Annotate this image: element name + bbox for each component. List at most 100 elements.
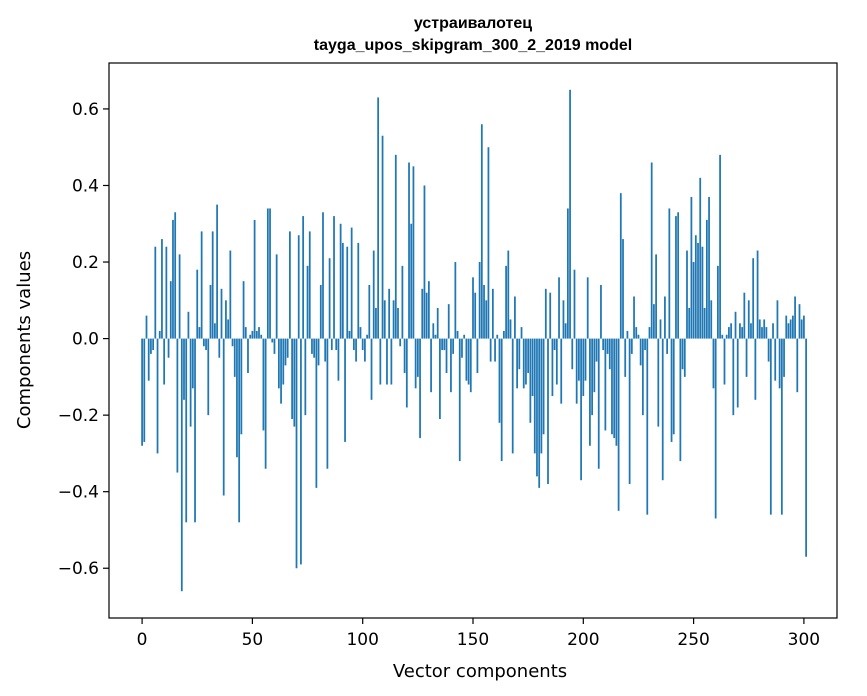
bar-289 <box>778 338 781 389</box>
bar-150 <box>472 277 474 339</box>
bar-18 <box>180 338 183 592</box>
bar-264 <box>723 338 726 385</box>
bar-58 <box>269 208 271 339</box>
bar-43 <box>236 338 238 458</box>
bar-250 <box>692 262 695 339</box>
bar-227 <box>641 338 644 416</box>
bar-4 <box>150 338 152 354</box>
bar-192 <box>564 323 567 339</box>
bar-288 <box>776 300 779 339</box>
bar-210 <box>604 338 607 431</box>
bar-167 <box>509 319 512 339</box>
bar-128 <box>423 185 426 339</box>
bar-88 <box>335 338 338 351</box>
bar-138 <box>445 338 448 374</box>
bar-92 <box>344 338 346 442</box>
bar-196 <box>573 269 576 339</box>
bar-271 <box>739 323 741 339</box>
bar-63 <box>280 338 282 404</box>
y-tick-label: −0.6 <box>58 559 99 579</box>
bar-6 <box>154 246 157 339</box>
bar-154 <box>480 124 483 339</box>
bar-21 <box>187 311 190 339</box>
bar-75 <box>306 265 309 339</box>
bar-235 <box>659 319 662 339</box>
bar-56 <box>264 338 267 469</box>
bar-159 <box>491 288 494 339</box>
bar-81 <box>319 285 322 339</box>
bar-133 <box>434 334 437 339</box>
bar-298 <box>798 304 801 339</box>
bar-285 <box>769 338 772 515</box>
bar-161 <box>496 334 499 339</box>
bar-117 <box>399 338 402 347</box>
y-tick-label: 0.6 <box>72 100 99 120</box>
bar-79 <box>315 338 318 488</box>
bar-228 <box>644 338 646 351</box>
bar-143 <box>456 330 459 339</box>
bar-127 <box>421 288 424 339</box>
bar-52 <box>255 330 258 339</box>
bar-301 <box>805 338 807 557</box>
bar-29 <box>205 338 207 351</box>
bar-168 <box>511 338 514 454</box>
bar-13 <box>169 281 172 339</box>
bar-36 <box>220 288 223 339</box>
bar-206 <box>595 338 598 362</box>
bar-229 <box>646 338 649 515</box>
bar-62 <box>277 338 280 389</box>
bar-123 <box>412 166 415 339</box>
bar-241 <box>672 338 675 435</box>
bar-202 <box>586 277 589 339</box>
bar-23 <box>191 338 194 389</box>
bar-242 <box>675 216 677 339</box>
bar-207 <box>597 338 600 469</box>
bar-218 <box>622 239 624 339</box>
bar-155 <box>483 285 485 339</box>
bar-65 <box>284 338 287 366</box>
bar-152 <box>476 338 479 374</box>
bar-9 <box>161 239 163 339</box>
bar-198 <box>578 338 580 381</box>
bar-259 <box>712 338 715 389</box>
bar-73 <box>302 216 305 339</box>
bar-134 <box>436 307 439 339</box>
bar-27 <box>200 231 203 339</box>
bar-181 <box>540 338 543 454</box>
bar-175 <box>527 338 530 374</box>
bar-180 <box>538 338 541 488</box>
bar-237 <box>664 296 666 339</box>
bar-122 <box>410 223 413 339</box>
bar-110 <box>383 300 386 339</box>
bar-251 <box>694 235 697 339</box>
bar-51 <box>253 219 256 339</box>
bar-170 <box>516 338 518 389</box>
x-axis-ticks: 0 50 100 150 200 250 300 <box>137 618 820 650</box>
bar-233 <box>655 254 657 339</box>
bar-189 <box>558 277 560 339</box>
bar-162 <box>498 338 501 423</box>
bar-269 <box>734 311 737 339</box>
bar-114 <box>392 300 395 339</box>
bar-224 <box>635 327 638 339</box>
x-tick-label: 100 <box>346 630 378 650</box>
x-tick-label: 150 <box>457 630 489 650</box>
bar-172 <box>520 327 523 339</box>
bar-253 <box>699 177 702 339</box>
bar-55 <box>262 338 265 431</box>
bar-64 <box>282 338 285 385</box>
bar-83 <box>324 338 327 362</box>
bar-19 <box>183 338 185 400</box>
x-tick-label: 0 <box>137 630 148 650</box>
bar-101 <box>364 338 366 362</box>
bar-90 <box>339 223 342 339</box>
bar-283 <box>765 327 768 339</box>
bar-102 <box>366 334 368 339</box>
bar-53 <box>258 327 260 339</box>
bar-258 <box>710 300 713 339</box>
bar-35 <box>218 338 221 358</box>
bar-41 <box>231 338 234 347</box>
bar-222 <box>630 338 633 354</box>
plot-frame <box>108 62 838 619</box>
